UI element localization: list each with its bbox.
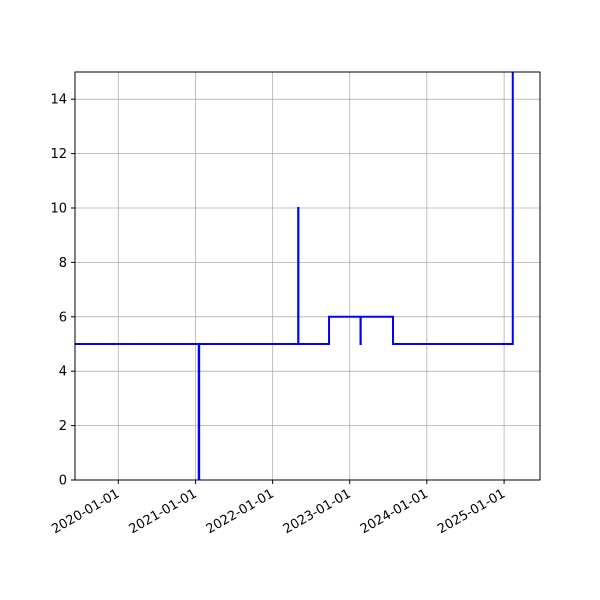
series-layer bbox=[75, 72, 514, 480]
grid-layer bbox=[75, 72, 540, 481]
y-tick-label: 12 bbox=[50, 147, 67, 162]
y-tick-label: 6 bbox=[59, 310, 67, 325]
plot-frame bbox=[74, 71, 541, 481]
y-tick-label: 10 bbox=[50, 202, 67, 217]
y-tick-label: 0 bbox=[59, 474, 67, 489]
y-tick-label: 2 bbox=[59, 419, 67, 434]
y-tick-label: 14 bbox=[50, 93, 67, 108]
series-line bbox=[75, 72, 514, 480]
y-tick-label: 8 bbox=[59, 256, 67, 271]
y-tick-label: 4 bbox=[59, 365, 67, 380]
